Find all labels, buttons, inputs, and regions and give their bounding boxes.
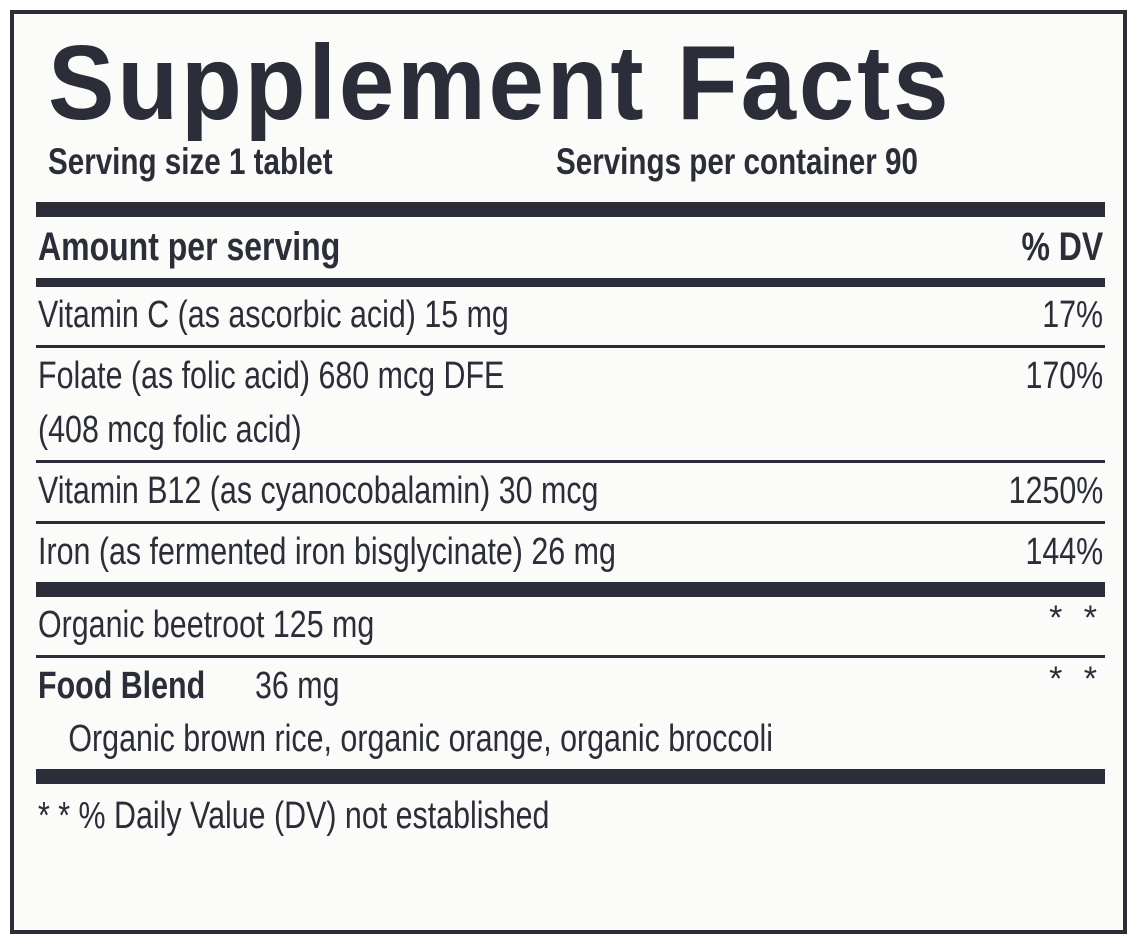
table-row: Vitamin C (as ascorbic acid) 15 mg 17% [24, 287, 1115, 345]
blend-ingredients: Organic brown rice, organic orange, orga… [68, 718, 774, 761]
divider-below-nutrients [36, 581, 1105, 597]
nutrient-dv: 144% [1025, 530, 1103, 573]
table-row: Folate (as folic acid) 680 mcg DFE (408 … [24, 348, 1115, 460]
nutrient-subtext: (408 mcg folic acid) [38, 408, 302, 451]
dv-not-established-mark: * * [1049, 598, 1103, 637]
divider-above-footnote [36, 769, 1105, 785]
other-ingredient-name-cell: Organic beetroot 125 mg [38, 599, 1035, 653]
table-row: Organic beetroot 125 mg * * [24, 597, 1115, 655]
daily-value-footnote: * * % Daily Value (DV) not established [38, 795, 550, 838]
table-row: Vitamin B12 (as cyanocobalamin) 30 mcg 1… [24, 463, 1115, 521]
nutrient-name-cell: Vitamin B12 (as cyanocobalamin) 30 mcg [38, 465, 971, 519]
nutrient-dv: 17% [1042, 293, 1103, 336]
serving-info-row: Serving size 1 tablet Servings per conta… [24, 140, 1115, 202]
table-row: Iron (as fermented iron bisglycinate) 26… [24, 524, 1115, 582]
amount-per-serving-header: Amount per serving % DV [24, 217, 1115, 278]
serving-size-text: Serving size 1 tablet [48, 141, 333, 182]
nutrient-dv: 170% [1025, 354, 1103, 397]
percent-dv-label: % DV [1021, 225, 1103, 269]
footnote-cell: * * % Daily Value (DV) not established [38, 790, 1103, 844]
nutrient-name: Vitamin C (as ascorbic acid) 15 mg [38, 293, 509, 336]
blend-dv-cell: * * [1035, 660, 1103, 696]
nutrient-name: Iron (as fermented iron bisglycinate) 26… [38, 530, 616, 573]
nutrient-name-cell: Folate (as folic acid) 680 mcg DFE (408 … [38, 350, 992, 458]
blend-amount: 36 mg [254, 664, 340, 707]
nutrient-dv-cell: 170% [992, 350, 1103, 404]
page-title: Supplement Facts [48, 24, 952, 142]
dv-header-cell: % DV [987, 219, 1103, 276]
supplement-facts-panel: Supplement Facts Serving size 1 tablet S… [10, 10, 1127, 934]
supplement-facts-inner: Supplement Facts Serving size 1 tablet S… [24, 18, 1115, 926]
row-separator [36, 654, 1105, 658]
row-separator [36, 344, 1105, 348]
blend-cell: Food Blend 36 mg Organic brown rice, orga… [38, 660, 1035, 768]
nutrient-dv-cell: 144% [992, 526, 1103, 580]
row-separator [36, 459, 1105, 463]
amount-per-serving-label: Amount per serving [38, 225, 341, 269]
nutrient-dv-cell: 1250% [971, 465, 1103, 519]
nutrient-name: Vitamin B12 (as cyanocobalamin) 30 mcg [38, 469, 599, 512]
amount-header-cell: Amount per serving [38, 219, 987, 276]
other-ingredient-name: Organic beetroot 125 mg [38, 603, 375, 646]
divider-below-serving [36, 202, 1105, 217]
nutrient-name: Folate (as folic acid) 680 mcg DFE [38, 354, 505, 397]
nutrient-dv-cell: 17% [1013, 289, 1103, 343]
blend-label: Food Blend [38, 664, 206, 707]
servings-per-container-text: Servings per container 90 [556, 141, 918, 182]
dv-not-established-mark: * * [1049, 659, 1103, 698]
table-row: Food Blend 36 mg Organic brown rice, orga… [24, 658, 1115, 770]
footnote-row: * * % Daily Value (DV) not established [24, 784, 1115, 848]
nutrient-dv: 1250% [1008, 469, 1103, 512]
title-row: Supplement Facts [24, 18, 1115, 140]
nutrient-name-cell: Vitamin C (as ascorbic acid) 15 mg [38, 289, 1013, 343]
other-ingredient-dv-cell: * * [1035, 599, 1103, 635]
divider-below-header [36, 277, 1105, 287]
row-separator [36, 520, 1105, 524]
nutrient-name-cell: Iron (as fermented iron bisglycinate) 26… [38, 526, 992, 580]
